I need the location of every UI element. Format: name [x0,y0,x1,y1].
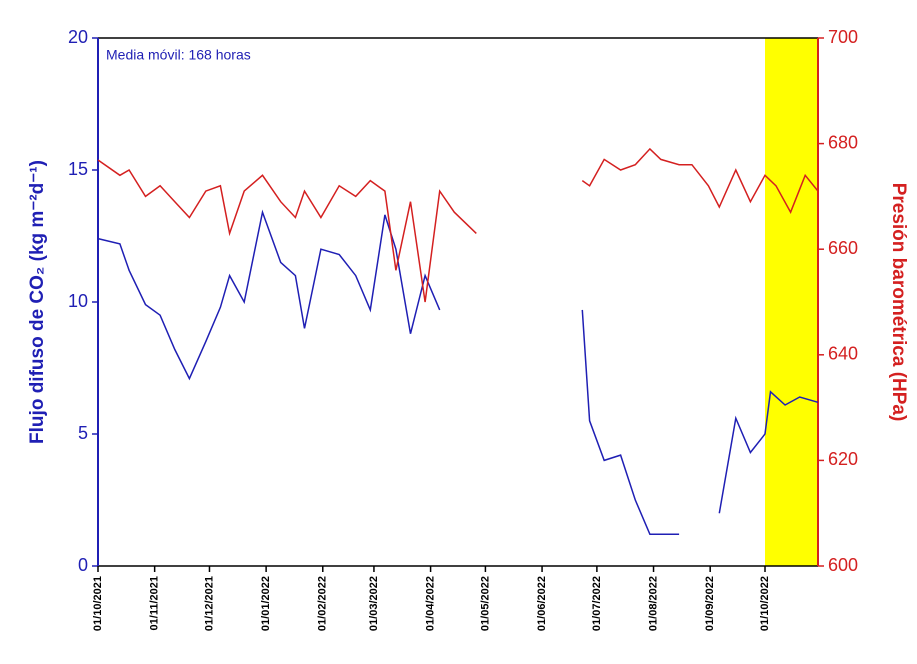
x-tick-label: 01/05/2022 [479,576,491,631]
y-tick-label: 10 [68,291,88,311]
x-tick-label: 01/10/2022 [759,576,771,631]
y2-tick-label: 640 [828,344,858,364]
x-tick-label: 01/12/2021 [203,576,215,631]
y2-tick-label: 600 [828,555,858,575]
y2-tick-label: 680 [828,132,858,152]
x-tick-label: 01/10/2021 [92,576,104,631]
y-tick-label: 0 [78,555,88,575]
x-tick-label: 01/08/2022 [647,576,659,631]
highlight-band [765,38,818,566]
x-tick-label: 01/09/2022 [704,576,716,631]
y2-tick-label: 660 [828,238,858,258]
annotation: Media móvil: 168 horas [106,47,251,63]
data-line [97,147,819,303]
y-tick-label: 5 [78,423,88,443]
x-tick-label: 01/02/2022 [317,576,329,631]
x-tick-label: 01/07/2022 [591,576,603,631]
x-tick-label: 01/01/2022 [260,576,272,631]
x-tick-label: 01/04/2022 [424,576,436,631]
y-tick-label: 20 [68,27,88,47]
x-tick-label: 01/11/2021 [149,576,161,630]
data-line [97,209,819,536]
x-tick-label: 01/06/2022 [536,576,548,631]
y-tick-label: 15 [68,159,88,179]
y2-tick-label: 620 [828,449,858,469]
y2-tick-label: 700 [828,27,858,47]
x-tick-label: 01/03/2022 [368,576,380,631]
y2-axis-label: Presión barométrica (HPa) [888,183,909,422]
y-axis-label: Flujo difuso de CO₂ (kg m⁻²d⁻¹) [27,160,48,444]
